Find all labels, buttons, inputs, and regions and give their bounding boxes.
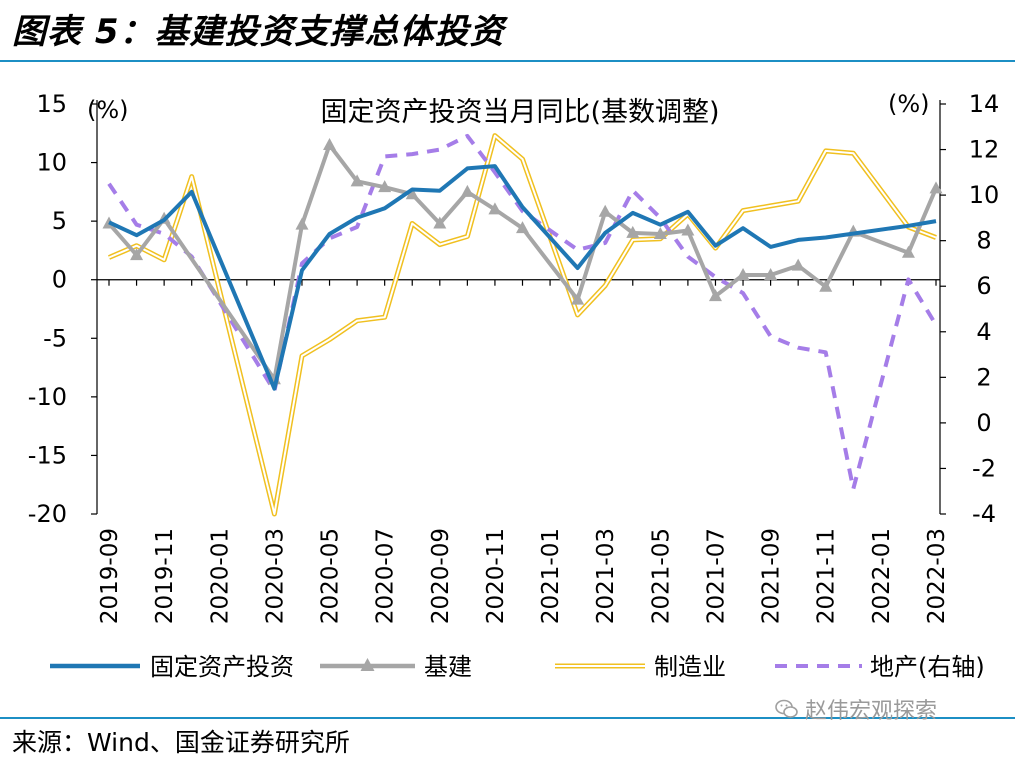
legend-fai-label: 固定资产投资 (150, 653, 294, 681)
infrastructure-marker (764, 268, 778, 281)
bottom-rule (0, 717, 1015, 719)
infrastructure-marker (405, 187, 419, 200)
infrastructure-marker (901, 245, 915, 258)
y-right-tick-label: -2 (972, 454, 996, 482)
y-left-tick-label: 15 (36, 90, 67, 118)
x-tick-label: 2020-01 (207, 528, 233, 624)
y-right-tick-label: -4 (972, 500, 996, 528)
x-tick-label: 2021-07 (703, 528, 729, 624)
x-tick-label: 2019-09 (97, 528, 123, 624)
figure-title: 图表 5：基建投资支撑总体投资 (12, 12, 505, 52)
infrastructure-marker (571, 292, 585, 305)
y-right-tick-label: 6 (976, 272, 991, 300)
chart-legend: 固定资产投资 基建 制造业 地产(右轴) (50, 653, 985, 681)
y-right-tick-label: 10 (969, 181, 1000, 209)
y-left-tick-label: 5 (52, 207, 67, 235)
infrastructure-marker (130, 248, 144, 261)
legend-infrastructure-label: 基建 (424, 653, 472, 681)
infrastructure-marker (791, 258, 805, 271)
legend-infrastructure-marker (360, 658, 375, 671)
infrastructure-marker (433, 216, 447, 229)
y-left-unit: (%) (87, 96, 129, 124)
infrastructure-marker (488, 202, 502, 215)
series-fai-line (108, 164, 937, 391)
x-tick-label: 2022-01 (869, 528, 895, 624)
x-tick-label: 2020-03 (262, 528, 288, 624)
infrastructure-marker (460, 184, 474, 197)
infrastructure-marker (378, 180, 392, 193)
chart-axes (91, 100, 946, 515)
x-tick-label: 2019-11 (152, 528, 178, 624)
x-tick-label: 2020-05 (318, 528, 344, 624)
wechat-icon (775, 699, 798, 718)
infrastructure-marker (323, 138, 337, 150)
x-tick-label: 2021-05 (648, 528, 674, 624)
x-tick-label: 2021-01 (538, 528, 564, 624)
y-left-tick-label: -15 (28, 441, 67, 469)
y-left-tick-label: 10 (36, 149, 67, 177)
x-tick-label: 2020-07 (373, 528, 399, 624)
x-tick-label: 2022-03 (924, 528, 950, 624)
x-tick-label: 2020-11 (483, 528, 509, 624)
y-left-tick-label: -20 (28, 500, 67, 528)
chart: 15 10 5 0 -5 -10 -15 -20 14 12 10 8 6 4 2 0 -2 -4 (%) (%) 固定… (28, 90, 999, 681)
series-manufacturing-inner (108, 134, 937, 515)
infrastructure-marker (708, 289, 722, 302)
top-rule (0, 60, 1015, 62)
y-right-tick-label: 2 (976, 363, 991, 391)
chart-series (102, 133, 943, 517)
y-right-tick-label: 14 (969, 90, 1000, 118)
chart-labels: 15 10 5 0 -5 -10 -15 -20 14 12 10 8 6 4 2 0 -2 -4 (%) (%) 固定… (28, 90, 999, 624)
y-right-tick-label: 0 (976, 409, 991, 437)
infrastructure-marker (516, 221, 529, 234)
infrastructure-marker (626, 225, 640, 238)
x-tick-label: 2021-11 (814, 528, 840, 624)
legend-manufacturing-label: 制造业 (654, 653, 726, 681)
infrastructure-marker (653, 227, 667, 240)
x-tick-label: 2021-09 (759, 528, 785, 624)
source-note: 来源：Wind、国金证券研究所 (12, 728, 350, 757)
y-left-tick-label: -10 (28, 383, 67, 411)
y-left-tick-label: 0 (52, 266, 67, 294)
infrastructure-marker (350, 174, 364, 187)
y-right-tick-label: 12 (969, 136, 1000, 164)
x-tick-label: 2021-03 (593, 528, 619, 624)
legend-real-estate-label: 地产(右轴) (870, 653, 985, 681)
watermark-text: 赵伟宏观探索 (805, 699, 938, 724)
y-right-tick-label: 8 (976, 227, 991, 255)
y-right-unit: (%) (888, 90, 930, 118)
infrastructure-marker (295, 217, 309, 230)
infrastructure-marker (736, 268, 750, 281)
watermark: 赵伟宏观探索 (775, 693, 937, 725)
y-left-tick-label: -5 (43, 324, 67, 352)
infrastructure-marker (598, 204, 612, 217)
infrastructure-marker (819, 279, 833, 292)
x-tick-label: 2020-09 (428, 528, 454, 624)
infrastructure-marker (681, 223, 695, 236)
series-real-estate-line (107, 133, 938, 491)
infrastructure-marker (929, 181, 943, 194)
y-right-tick-label: 4 (976, 318, 991, 346)
chart-title: 固定资产投资当月同比(基数调整) (320, 97, 719, 128)
